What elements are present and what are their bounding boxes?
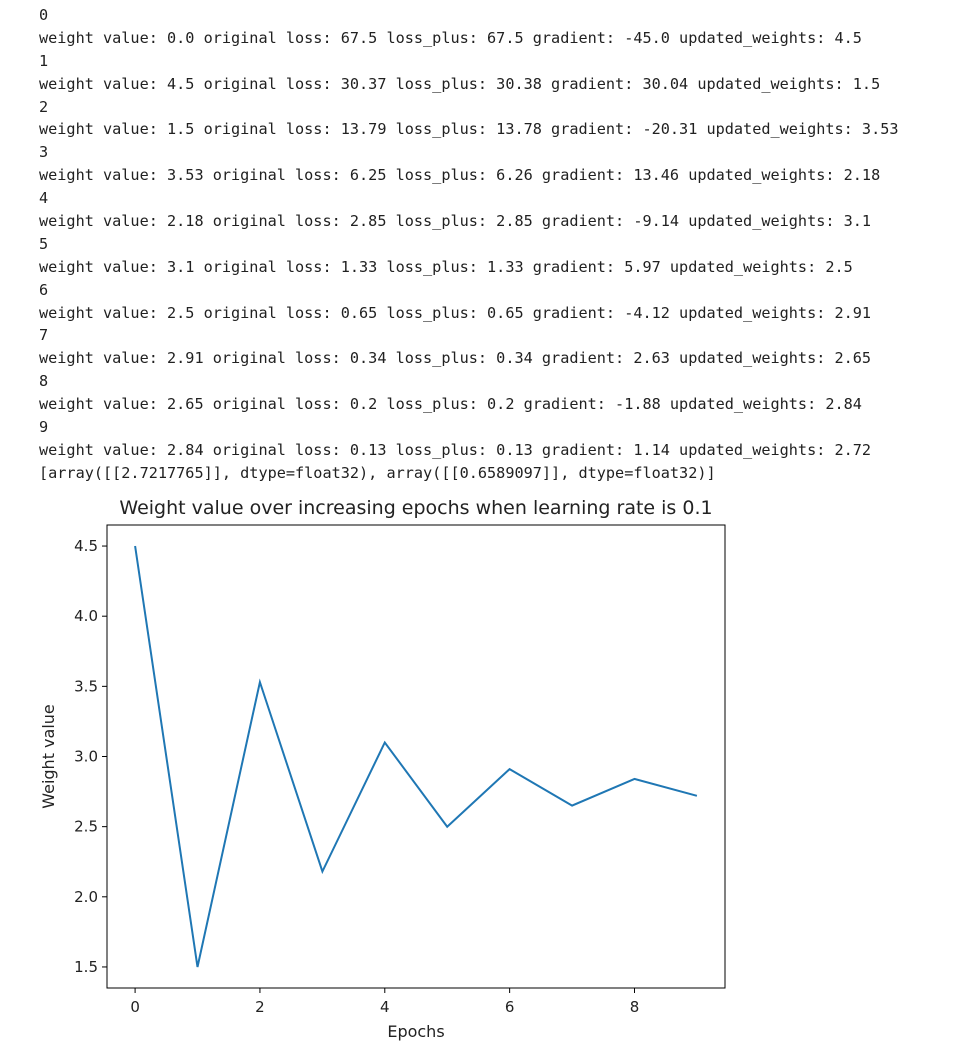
y-tick-label: 2.5	[74, 818, 98, 836]
output-line: weight value: 3.1 original loss: 1.33 lo…	[39, 257, 853, 276]
output-line: weight value: 2.18 original loss: 2.85 l…	[39, 212, 872, 231]
y-tick-label: 3.0	[74, 748, 98, 766]
output-line: weight value: 2.91 original loss: 0.34 l…	[39, 349, 872, 368]
output-line: weight value: 2.84 original loss: 0.13 l…	[39, 440, 872, 459]
output-line: weight value: 2.65 original loss: 0.2 lo…	[39, 395, 862, 414]
weight-line-chart: Weight value over increasing epochs when…	[39, 497, 726, 1041]
output-line: 3	[39, 143, 49, 162]
output-line: [array([[2.7217765]], dtype=float32), ar…	[39, 463, 716, 482]
output-line: weight value: 4.5 original loss: 30.37 l…	[39, 74, 881, 93]
x-tick-label: 4	[380, 998, 390, 1016]
output-line: 6	[39, 280, 49, 299]
y-tick-label: 1.5	[74, 958, 98, 976]
y-tick-label: 4.0	[74, 607, 98, 625]
y-axis-ticks: 1.5 2.0 2.5 3.0 3.5 4.0 4.5	[74, 537, 107, 976]
output-line: 4	[39, 189, 49, 208]
y-tick-label: 3.5	[74, 677, 98, 695]
output-line: 1	[39, 51, 49, 70]
output-line: weight value: 1.5 original loss: 13.79 l…	[39, 120, 899, 139]
output-line: 2	[39, 97, 49, 116]
output-line: weight value: 2.5 original loss: 0.65 lo…	[39, 303, 872, 322]
series-line-weight	[134, 545, 698, 968]
x-tick-label: 0	[130, 998, 140, 1016]
y-tick-label: 4.5	[74, 537, 98, 555]
output-line: 9	[39, 418, 49, 437]
y-tick-label: 2.0	[74, 888, 98, 906]
y-axis-label: Weight value	[39, 704, 58, 809]
output-line: weight value: 0.0 original loss: 67.5 lo…	[39, 28, 862, 47]
x-axis-label: Epochs	[387, 1022, 444, 1041]
output-line: 5	[39, 234, 49, 253]
x-tick-label: 6	[505, 998, 515, 1016]
x-tick-label: 2	[255, 998, 265, 1016]
output-line: weight value: 3.53 original loss: 6.25 l…	[39, 166, 881, 185]
output-line: 0	[39, 6, 49, 24]
cell-output-text: 0 weight value: 0.0 original loss: 67.5 l…	[39, 4, 899, 485]
plot-area-frame	[106, 524, 726, 989]
x-tick-label: 8	[630, 998, 640, 1016]
output-line: 8	[39, 372, 49, 391]
chart-title: Weight value over increasing epochs when…	[119, 497, 712, 519]
x-axis-ticks: 0 2 4 6 8	[130, 988, 639, 1016]
output-line: 7	[39, 326, 49, 345]
